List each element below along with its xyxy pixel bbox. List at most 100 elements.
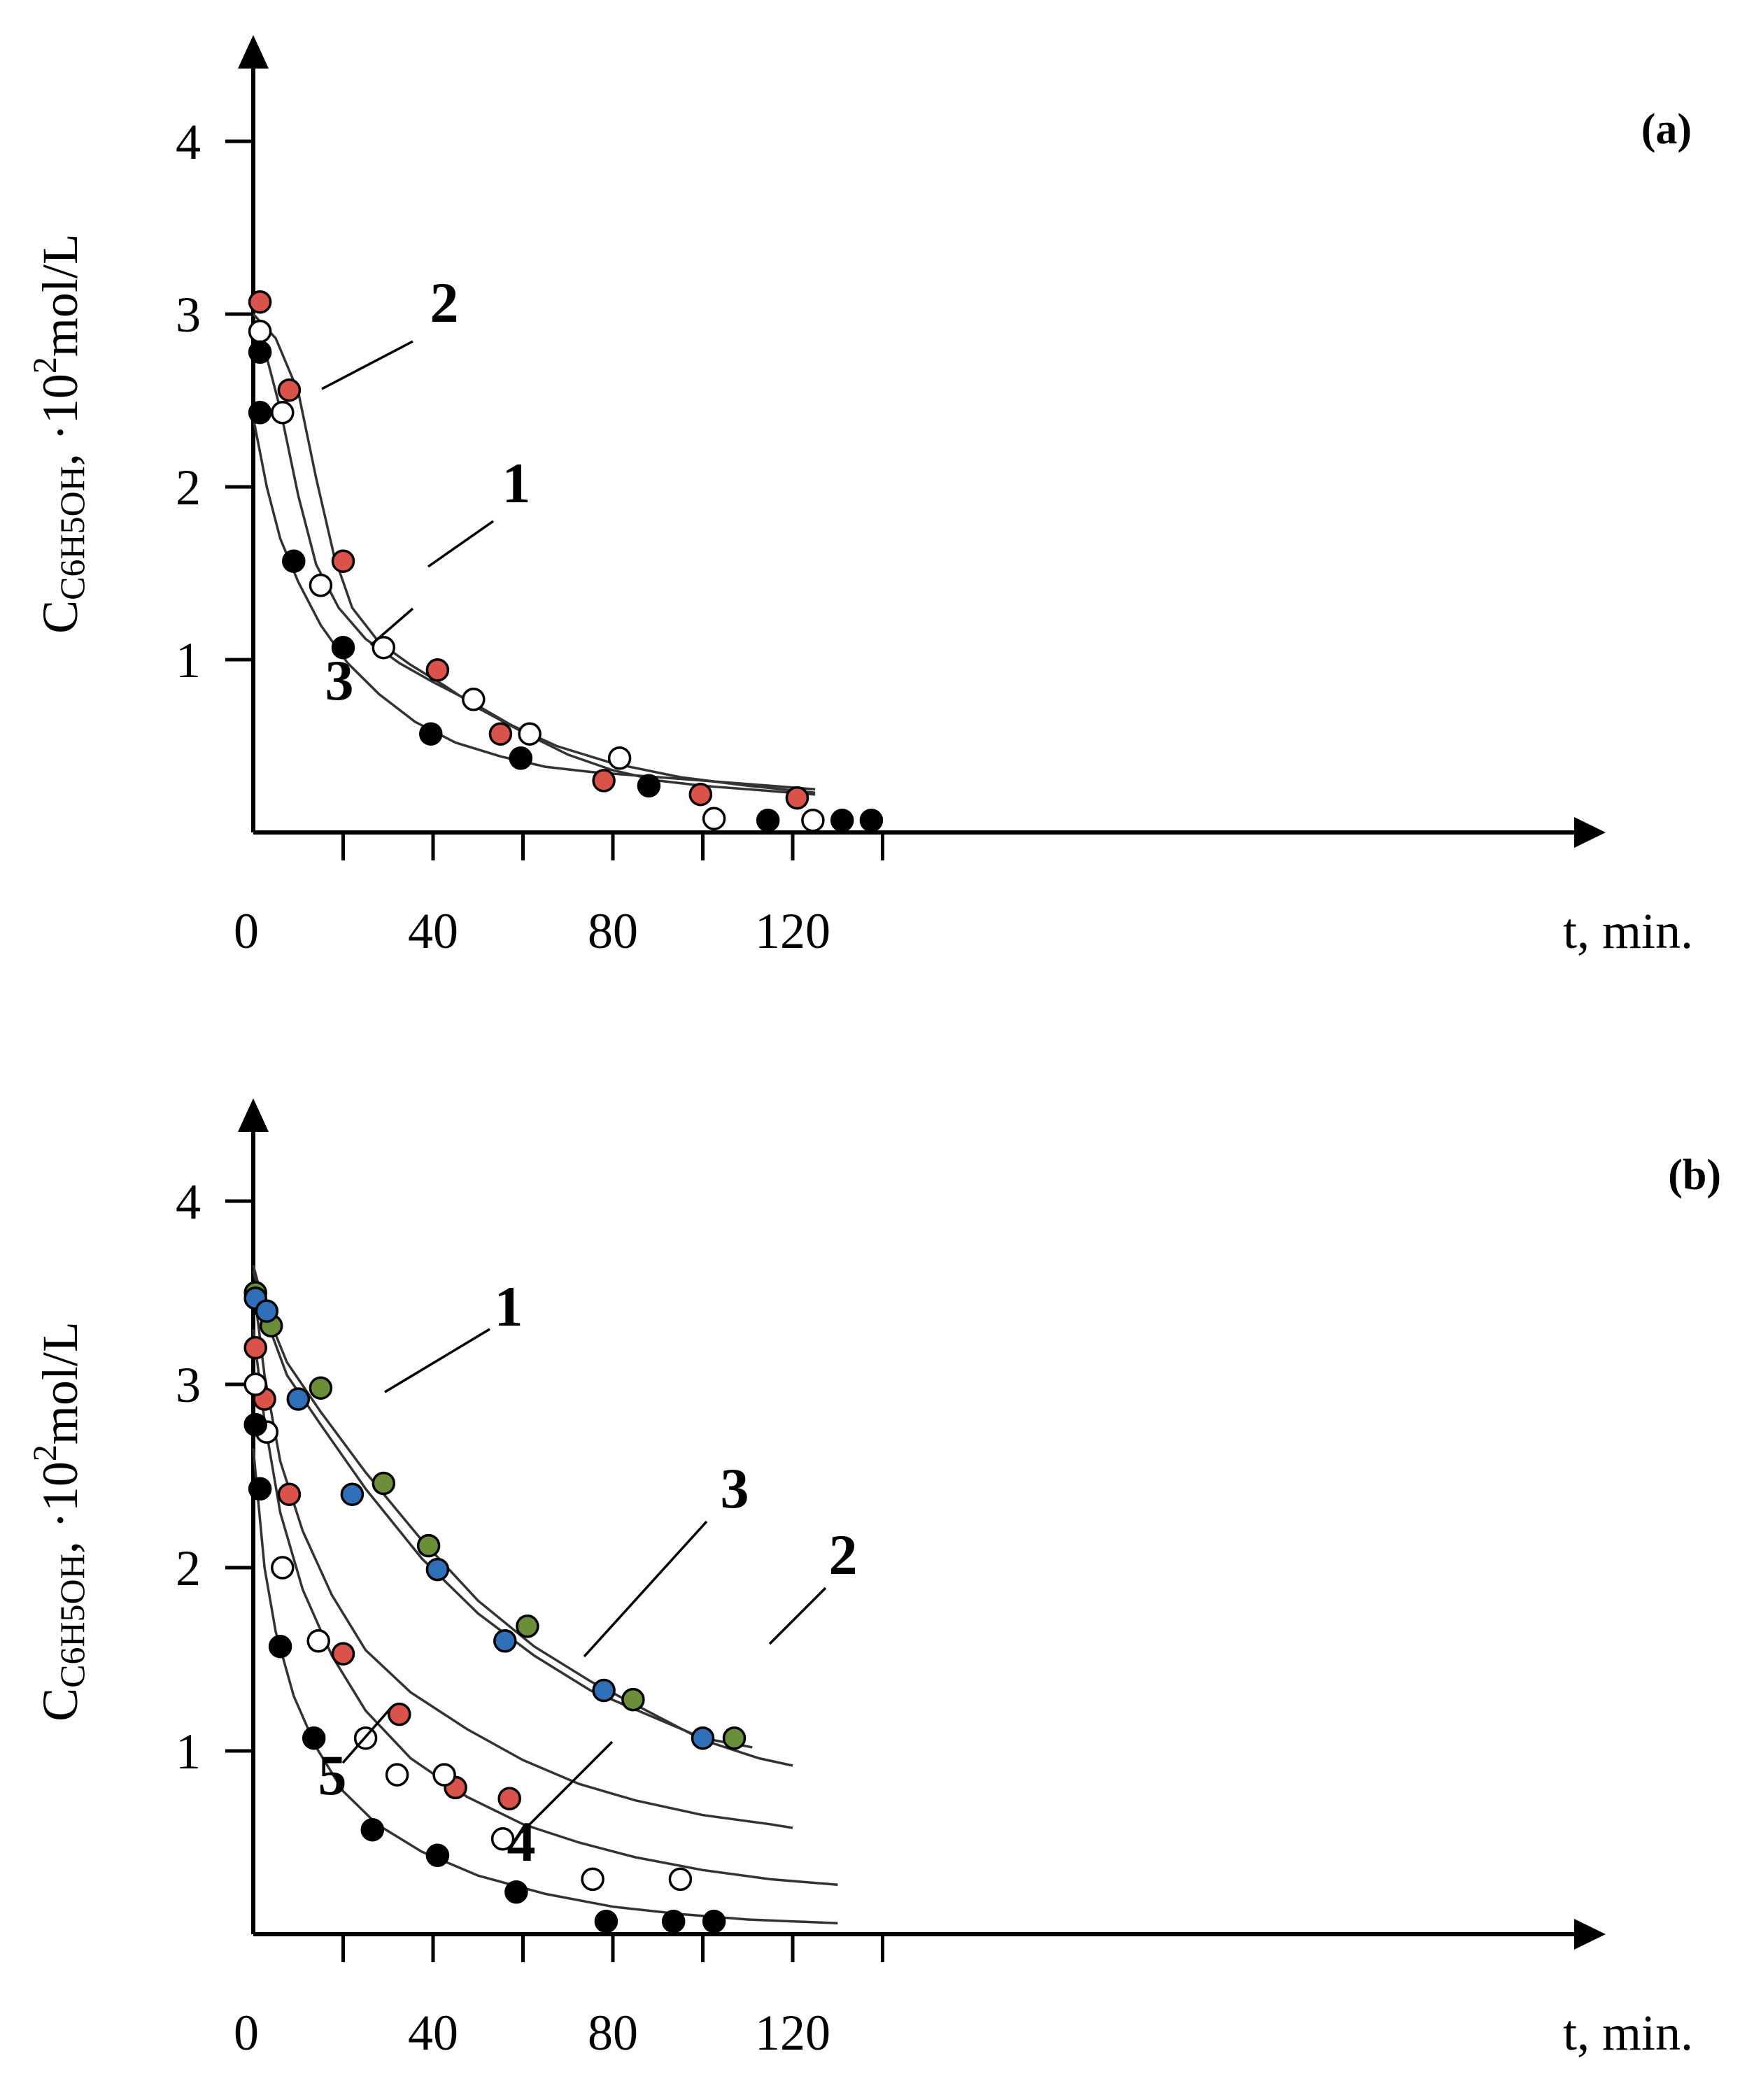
series-2-point-6 bbox=[607, 746, 632, 770]
series-1-point-1 bbox=[277, 378, 302, 402]
series-4-point-8 bbox=[581, 1867, 604, 1892]
series-5-point-6 bbox=[504, 1880, 528, 1904]
series-5-point-9 bbox=[702, 1909, 726, 1934]
series-4-label: 4 bbox=[507, 1810, 536, 1873]
series-2-leader bbox=[321, 340, 413, 390]
series-4-leader bbox=[520, 1740, 614, 1834]
y-tick-label-3: 3 bbox=[176, 1357, 201, 1413]
series-5-fit-line bbox=[252, 1448, 838, 1925]
series-1-leader bbox=[427, 520, 495, 568]
series-1-point-2 bbox=[309, 1376, 333, 1400]
series-4-point-9 bbox=[668, 1867, 693, 1892]
series-5-point-0 bbox=[243, 1412, 267, 1437]
series-1-point-3 bbox=[425, 658, 450, 682]
series-3-point-0 bbox=[243, 1335, 267, 1360]
y-tick-label-2: 2 bbox=[176, 460, 201, 516]
y-axis-label: CC6H5OH, ·102mol/L bbox=[27, 234, 92, 634]
series-3-label: 3 bbox=[325, 648, 354, 712]
series-3-point-2 bbox=[282, 549, 306, 573]
series-3-point-3 bbox=[331, 635, 355, 660]
series-3-point-1 bbox=[248, 401, 272, 425]
series-1-leader bbox=[384, 1328, 490, 1393]
y-label-sup: 2 bbox=[27, 357, 64, 374]
series-2-point-5 bbox=[493, 1629, 517, 1653]
series-2-point-4 bbox=[462, 688, 486, 711]
series-1-label: 1 bbox=[495, 1275, 523, 1338]
series-3-point-2 bbox=[277, 1482, 302, 1506]
series-1-label: 1 bbox=[502, 451, 531, 515]
series-2-point-1 bbox=[271, 401, 295, 425]
series-5-point-5 bbox=[425, 1843, 450, 1868]
series-1-point-0 bbox=[248, 290, 272, 314]
y-label-unit: mol/L bbox=[32, 234, 88, 357]
y-label-c: C bbox=[32, 1688, 88, 1722]
y-tick-label-3: 3 bbox=[176, 287, 201, 343]
y-tick-label-1: 1 bbox=[176, 632, 201, 688]
series-5-point-1 bbox=[248, 1477, 272, 1501]
series-2-point-3 bbox=[372, 635, 396, 660]
series-5-point-7 bbox=[594, 1909, 618, 1934]
series-1-point-3 bbox=[372, 1471, 396, 1496]
x-tick-label-80: 80 bbox=[588, 903, 638, 959]
series-4-point-3 bbox=[306, 1629, 330, 1653]
y-axis-label: CC6H5OH, ·102mol/L bbox=[27, 1321, 92, 1722]
series-3-point-5 bbox=[509, 746, 533, 770]
y-tick-label-4: 4 bbox=[176, 114, 201, 170]
series-5-point-2 bbox=[268, 1634, 292, 1659]
series-2-point-7 bbox=[691, 1726, 715, 1750]
series-3-point-0 bbox=[248, 340, 272, 364]
series-2-point-4 bbox=[425, 1557, 450, 1582]
series-3-point-3 bbox=[331, 1642, 355, 1666]
series-3-fit-line bbox=[252, 1283, 793, 1829]
series-3-point-4 bbox=[419, 722, 443, 746]
series-1-point-2 bbox=[331, 549, 355, 573]
series-3-leader bbox=[583, 1520, 708, 1658]
series-2-fit-line bbox=[252, 327, 816, 794]
x-tick-label-80: 80 bbox=[588, 2005, 638, 2061]
series-5-point-4 bbox=[360, 1817, 385, 1842]
series-4-point-6 bbox=[432, 1763, 456, 1787]
series-2-point-3 bbox=[340, 1482, 365, 1506]
x-axis-arrow bbox=[1574, 817, 1606, 848]
series-1-point-6 bbox=[621, 1687, 645, 1712]
series-1-point-4 bbox=[416, 1533, 441, 1558]
series-1-fit-line bbox=[252, 1265, 793, 1767]
x-axis-label: t, min. bbox=[1563, 2005, 1693, 2061]
x-tick-label-40: 40 bbox=[408, 903, 458, 959]
x-tick-label-40: 40 bbox=[408, 2005, 458, 2061]
y-axis-arrow bbox=[238, 35, 269, 69]
series-2-point-5 bbox=[518, 722, 542, 746]
y-label-sup: 2 bbox=[27, 1445, 64, 1461]
series-2-point-6 bbox=[592, 1678, 616, 1703]
series-5-point-8 bbox=[661, 1909, 686, 1934]
y-label-c: C bbox=[32, 600, 88, 634]
series-4-point-2 bbox=[271, 1556, 295, 1580]
x-axis-label: t, min. bbox=[1563, 903, 1693, 959]
series-4-point-5 bbox=[385, 1763, 409, 1787]
series-2-point-2 bbox=[309, 574, 333, 597]
series-5-label: 5 bbox=[318, 1743, 347, 1807]
series-2-label: 2 bbox=[430, 271, 459, 334]
series-2-point-2 bbox=[286, 1387, 311, 1411]
y-label-unit: mol/L bbox=[32, 1321, 88, 1445]
series-2-label: 2 bbox=[829, 1523, 858, 1587]
series-3-point-6 bbox=[637, 774, 661, 798]
x-tick-label-120: 120 bbox=[755, 2005, 830, 2061]
series-1-point-4 bbox=[488, 722, 513, 746]
series-1-point-7 bbox=[722, 1726, 747, 1750]
series-3-label: 3 bbox=[721, 1456, 749, 1520]
y-label-sub: C6H5OH bbox=[52, 466, 92, 600]
series-2-leader bbox=[768, 1587, 827, 1645]
series-1-point-6 bbox=[688, 782, 713, 807]
y-label-rest: , ·10 bbox=[32, 374, 88, 466]
series-5-point-3 bbox=[302, 1726, 326, 1750]
x-tick-label-120: 120 bbox=[755, 903, 830, 959]
panel-tag: (a) bbox=[1641, 106, 1692, 153]
series-1-fit-line bbox=[252, 313, 816, 796]
series-3-point-8 bbox=[830, 808, 854, 832]
series-3-point-9 bbox=[859, 808, 884, 832]
y-tick-label-4: 4 bbox=[176, 1174, 201, 1230]
